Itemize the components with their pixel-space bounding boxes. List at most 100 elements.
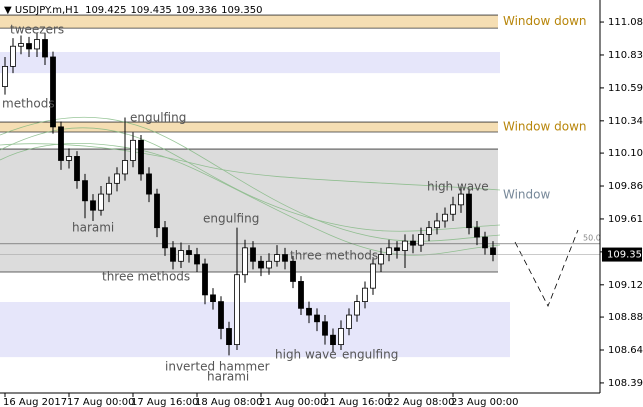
candle-body xyxy=(114,173,120,184)
candle-body xyxy=(226,328,232,346)
candle-body xyxy=(162,227,168,249)
candle-body xyxy=(210,294,216,303)
candle-body xyxy=(410,240,416,246)
symbol: USDJPY.m,H1 xyxy=(15,5,79,16)
candle-body xyxy=(26,43,32,50)
candle-body xyxy=(370,263,376,289)
candle-body xyxy=(266,260,272,269)
candle-body xyxy=(402,240,408,251)
zone xyxy=(0,149,498,273)
moving-averages xyxy=(0,116,501,256)
quote: 109.336 xyxy=(176,5,217,16)
header: ▼ USDJPY.m,H1 109.425 109.435 109.336 109.35… xyxy=(4,5,263,16)
y-tick-label: 108.640 xyxy=(608,345,643,356)
pattern-label: engulfing xyxy=(130,111,186,125)
pattern-label: tweezers xyxy=(10,23,64,37)
candle-body xyxy=(338,328,344,346)
candle-body xyxy=(298,281,304,309)
x-tick-label: 16 Aug 2017 xyxy=(3,397,67,407)
zone xyxy=(0,15,498,29)
pattern-label: harami xyxy=(72,221,114,235)
pattern-label: harami xyxy=(207,370,249,384)
candle-body xyxy=(354,301,360,316)
candle-body xyxy=(386,247,392,255)
candle-body xyxy=(186,250,192,255)
candle-body xyxy=(474,227,480,238)
pattern-label: high wave xyxy=(427,180,489,194)
candle-body xyxy=(482,236,488,249)
candle-body xyxy=(18,43,24,47)
pattern-label: three methods xyxy=(290,249,378,263)
candle-body xyxy=(218,301,224,329)
ma-line xyxy=(0,143,501,256)
candle-body xyxy=(442,213,448,222)
pattern-label: three methods xyxy=(102,270,190,284)
y-tick-label: 111.080 xyxy=(608,17,643,28)
pattern-label: engulfing xyxy=(342,348,398,362)
x-tick-label: 21 Aug 00:00 xyxy=(259,397,326,407)
candle-body xyxy=(274,254,280,262)
level-label: 50.0 xyxy=(583,233,601,242)
zone-label: Window down xyxy=(503,14,587,28)
candle-body xyxy=(74,156,80,182)
projection xyxy=(514,229,579,307)
candle-body xyxy=(434,220,440,229)
y-tick-label: 108.395 xyxy=(608,378,643,389)
y-tick-label: 110.835 xyxy=(608,50,643,61)
candle-body xyxy=(290,260,296,282)
candle-body xyxy=(66,156,72,161)
candle-body xyxy=(58,126,64,161)
candle-body xyxy=(106,182,112,195)
candle-body xyxy=(202,263,208,296)
candle-body xyxy=(234,274,240,346)
candle-body xyxy=(426,227,432,235)
quote: 109.435 xyxy=(130,5,171,16)
x-tick-label: 17 Aug 16:00 xyxy=(131,397,198,407)
candle-body xyxy=(378,254,384,265)
x-tick-label: 17 Aug 00:00 xyxy=(67,397,134,407)
ma-line xyxy=(0,127,501,232)
x-tick-label: 23 Aug 00:00 xyxy=(451,397,518,407)
candle-body xyxy=(466,193,472,229)
candle-body xyxy=(90,200,96,211)
y-tick-label: 109.860 xyxy=(608,181,643,192)
candle-body xyxy=(34,39,40,50)
pattern-label: engulfing xyxy=(203,212,259,226)
candle-body xyxy=(258,260,264,269)
candle-body xyxy=(82,180,88,202)
y-tick-label: 109.125 xyxy=(608,280,643,291)
candle-body xyxy=(10,45,16,67)
candle-body xyxy=(130,139,136,161)
quote: 109.350 xyxy=(221,5,262,16)
ma-line xyxy=(0,143,501,191)
candle-body xyxy=(250,247,256,262)
pattern-label: methods xyxy=(2,97,55,111)
candle-body xyxy=(122,160,128,175)
candle-body xyxy=(418,234,424,246)
zone xyxy=(0,52,500,74)
candle-body xyxy=(242,247,248,276)
candle-body xyxy=(178,250,184,262)
candle-body xyxy=(322,321,328,336)
candle-body xyxy=(450,204,456,215)
x-tick-label: 21 Aug 16:00 xyxy=(323,397,390,407)
candle-body xyxy=(282,254,288,262)
y-tick-label: 110.345 xyxy=(608,116,643,127)
candle-body xyxy=(362,287,368,303)
candle-body xyxy=(194,254,200,265)
candle-body xyxy=(2,65,8,87)
zone-label: Window down xyxy=(503,120,587,134)
candle-body xyxy=(346,314,352,329)
candle-body xyxy=(138,139,144,175)
x-tick-label: 22 Aug 08:00 xyxy=(387,397,454,407)
candle-body xyxy=(146,173,152,195)
pattern-label: high wave xyxy=(275,348,337,362)
pattern-label: inverted hammer xyxy=(165,360,270,374)
zone xyxy=(0,302,510,358)
last-price-label: 109.350 xyxy=(607,250,643,261)
candle-body xyxy=(490,247,496,255)
candle-body xyxy=(330,334,336,346)
quote: 109.425 xyxy=(85,5,126,16)
zone-label: Window xyxy=(503,188,551,202)
candle-body xyxy=(394,247,400,251)
